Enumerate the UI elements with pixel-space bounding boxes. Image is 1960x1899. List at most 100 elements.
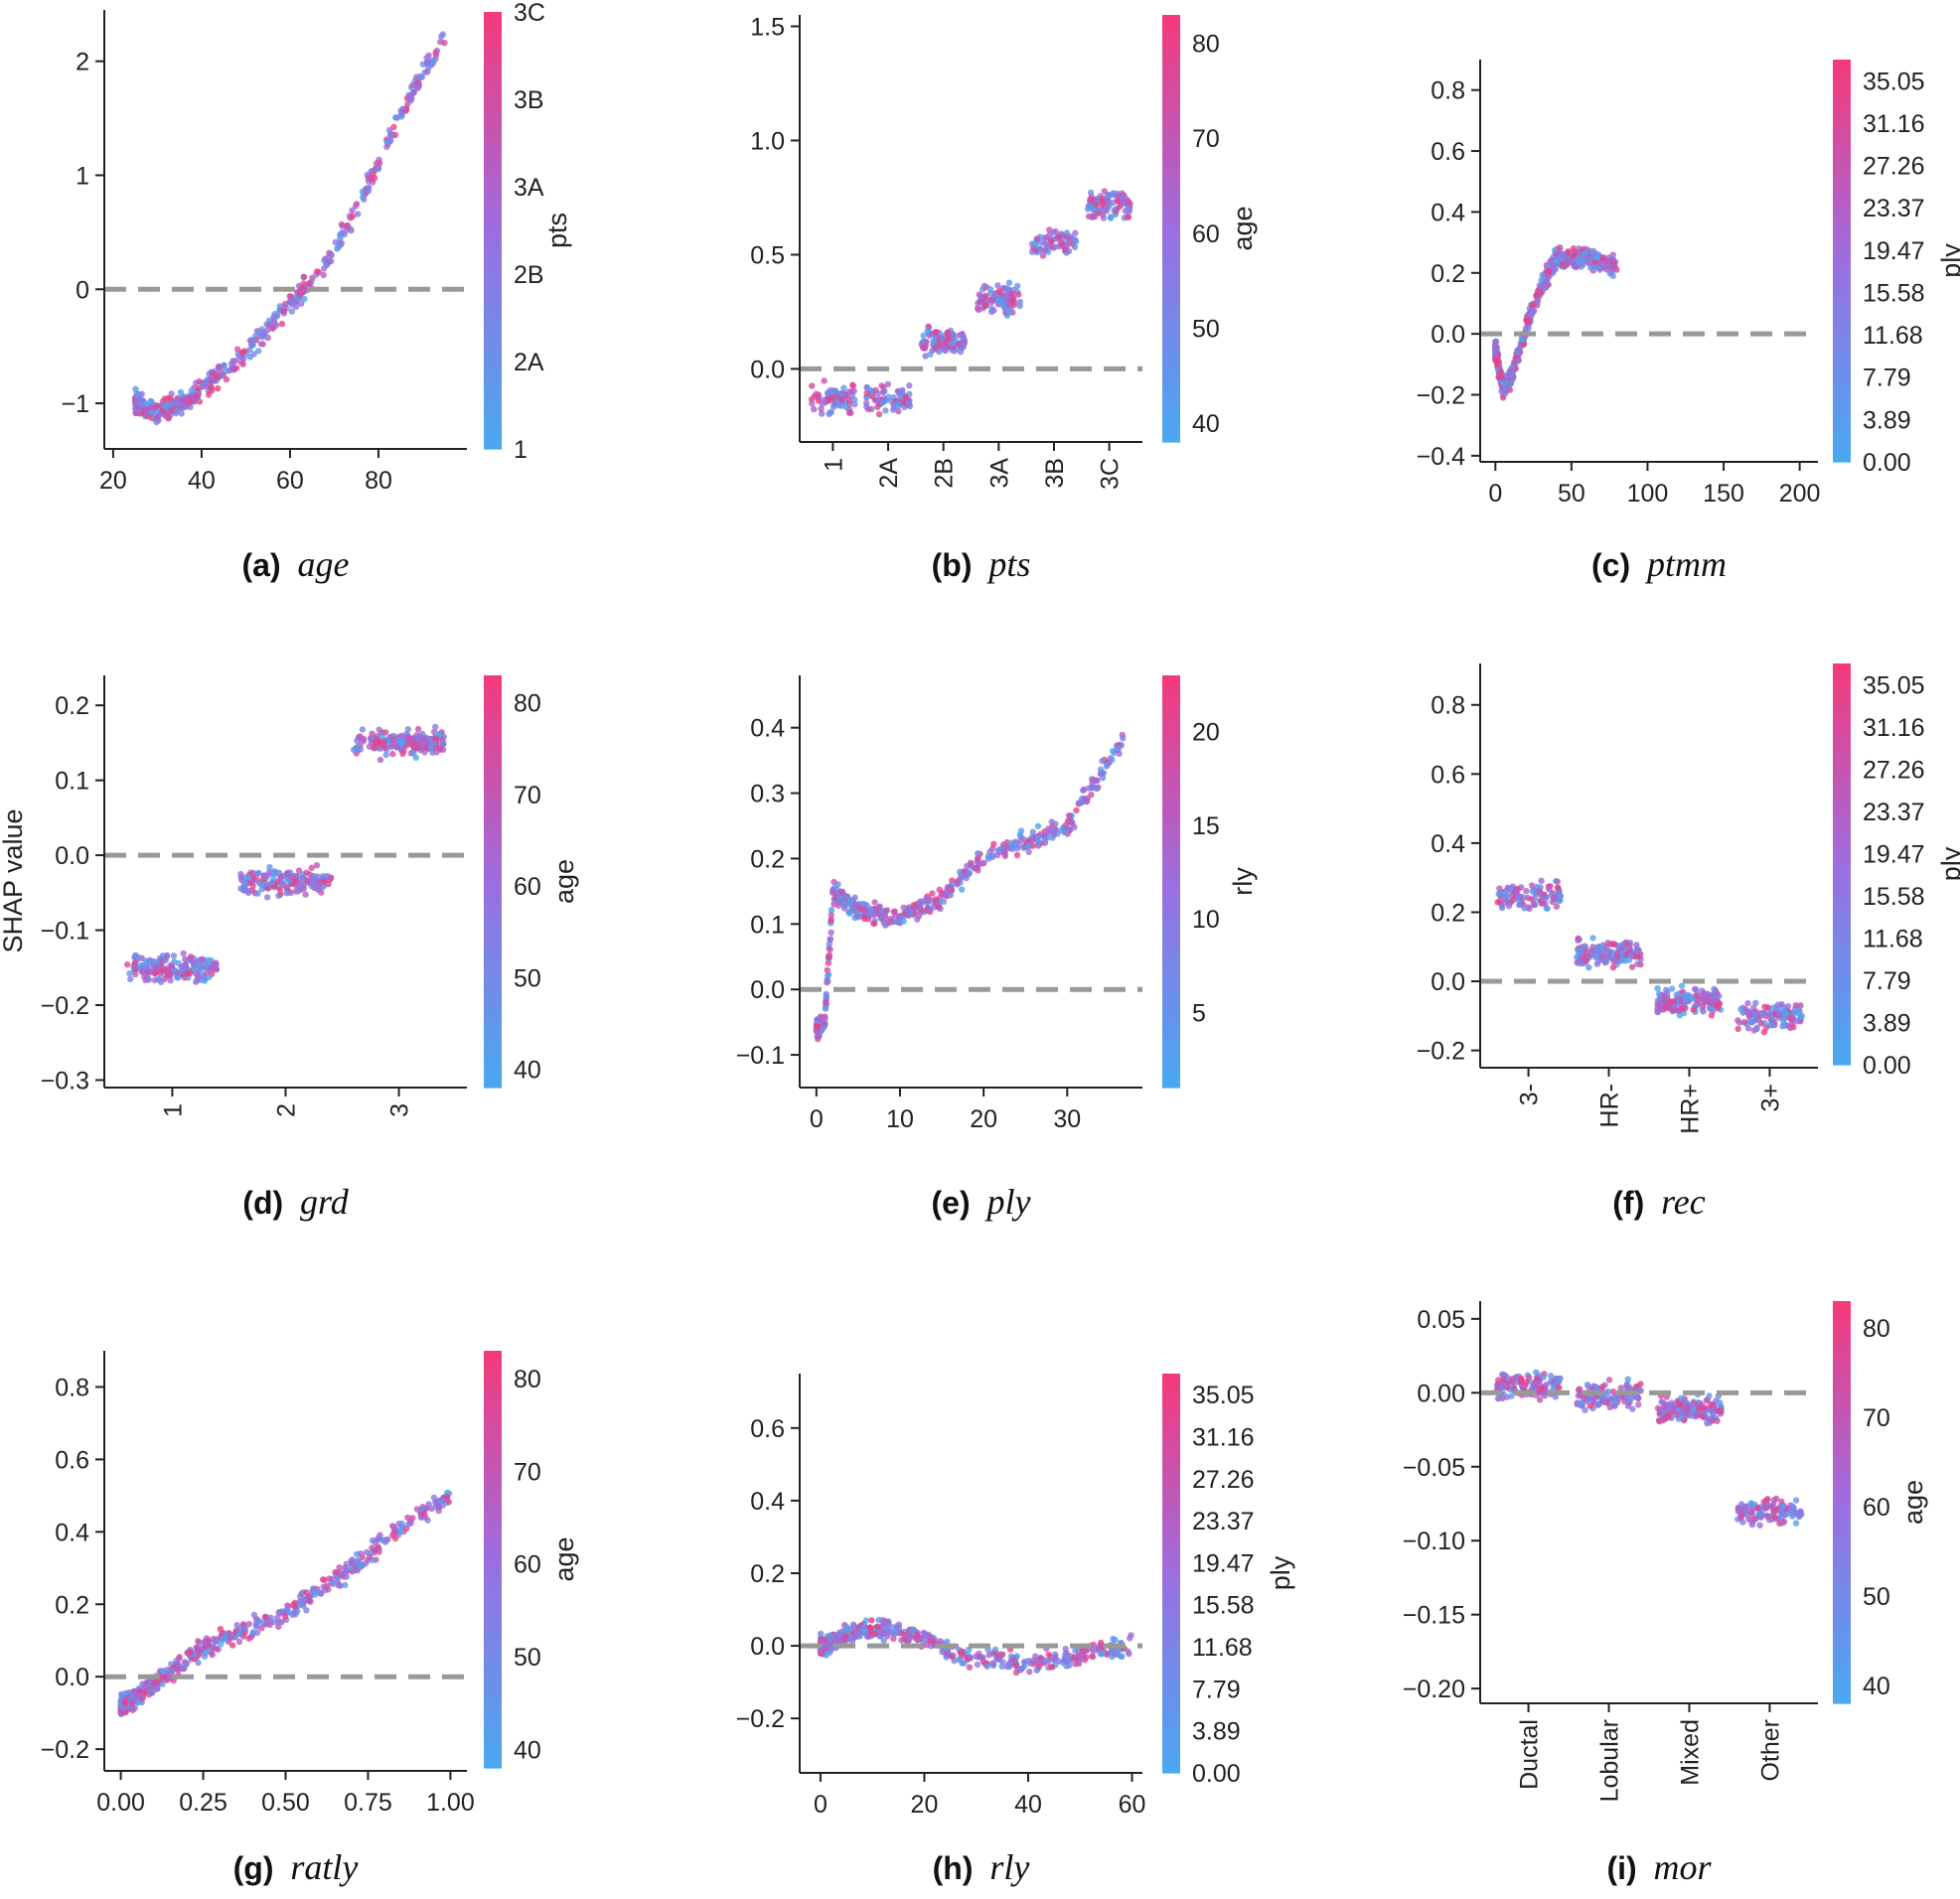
colorbar-segment <box>484 1053 502 1061</box>
point <box>905 398 912 406</box>
point <box>213 965 221 973</box>
point <box>828 916 834 923</box>
points-g <box>117 1489 453 1718</box>
point <box>1045 1651 1052 1659</box>
point <box>1515 358 1522 365</box>
colorbar-segment <box>1833 394 1851 402</box>
colorbar-segment <box>484 434 502 443</box>
point <box>168 390 175 397</box>
colorbar-segment <box>484 799 502 807</box>
point <box>1009 290 1016 298</box>
point <box>429 58 436 66</box>
colorbar-segment <box>1833 167 1851 175</box>
colorbar-segment <box>1162 943 1180 951</box>
y-tick-label: 0.3 <box>750 781 785 808</box>
colorbar-segment <box>1833 790 1851 799</box>
colorbar-segment <box>1833 280 1851 289</box>
point <box>995 288 1002 295</box>
colorbar-label: age <box>549 1536 579 1581</box>
colorbar-segment <box>1833 301 1851 309</box>
colorbar-segment <box>1162 1680 1180 1687</box>
colorbar-segment <box>484 1608 502 1616</box>
colorbar-segment <box>484 1039 502 1048</box>
colorbar-segment <box>1162 846 1180 855</box>
colorbar-segment <box>1833 803 1851 811</box>
point <box>441 40 448 47</box>
colorbar-segment <box>1162 991 1180 999</box>
point <box>252 1623 260 1630</box>
point <box>438 33 445 40</box>
colorbar-segment <box>1162 1406 1180 1414</box>
colorbar-segment <box>1162 406 1180 414</box>
colorbar-segment <box>1833 106 1851 114</box>
x-tick-label: 20 <box>970 1105 997 1133</box>
point <box>1072 1647 1079 1655</box>
colorbar-segment <box>1162 923 1180 931</box>
point <box>249 342 256 349</box>
y-tick-label: 0.4 <box>1431 199 1465 226</box>
colorbar-segment <box>1162 92 1180 101</box>
colorbar-segment <box>1833 348 1851 356</box>
colorbar-segment <box>1833 240 1851 248</box>
colorbar-segment <box>484 1427 502 1435</box>
colorbar-tick-label: 50 <box>514 964 541 992</box>
point <box>1080 786 1088 793</box>
colorbar-segment <box>1833 214 1851 221</box>
point <box>906 382 913 389</box>
colorbar-tick-label: 70 <box>1192 125 1220 153</box>
point <box>169 1668 176 1675</box>
point <box>1745 1012 1752 1019</box>
point <box>890 1635 897 1643</box>
point <box>824 976 830 983</box>
colorbar-segment <box>1833 710 1851 718</box>
colorbar-segment <box>1833 361 1851 369</box>
y-tick-label: −0.2 <box>41 992 89 1020</box>
point <box>359 188 367 196</box>
colorbar-segment <box>484 230 502 238</box>
colorbar-tick-label: 35.05 <box>1863 671 1925 699</box>
point <box>146 958 154 965</box>
colorbar-segment <box>1833 1011 1851 1019</box>
colorbar-segment <box>1162 833 1180 841</box>
caption-name: rec <box>1661 1182 1706 1222</box>
colorbar-segment <box>1833 66 1851 74</box>
caption-e: (e) ply <box>932 1182 1031 1222</box>
point <box>1007 307 1014 315</box>
point <box>1494 357 1502 365</box>
point <box>838 396 845 403</box>
colorbar-tick-label: 2A <box>514 349 544 376</box>
point <box>284 869 291 876</box>
colorbar-segment <box>484 266 502 275</box>
point <box>405 1521 412 1528</box>
point <box>894 919 902 926</box>
colorbar-segment <box>484 840 502 848</box>
colorbar-segment <box>1162 72 1180 80</box>
point <box>437 746 444 753</box>
colorbar-segment <box>484 1664 502 1672</box>
point <box>139 1680 146 1687</box>
point <box>1075 1660 1083 1668</box>
colorbar-segment <box>1833 73 1851 80</box>
point <box>914 1631 921 1639</box>
colorbar-segment <box>1162 1419 1180 1428</box>
colorbar-tick-label: 70 <box>514 782 541 809</box>
colorbar-segment <box>1162 1011 1180 1020</box>
point <box>1005 1660 1013 1668</box>
point <box>1516 901 1523 909</box>
colorbar-segment <box>1833 160 1851 168</box>
point <box>917 898 924 905</box>
point <box>1585 247 1593 254</box>
colorbar-segment <box>1162 771 1180 780</box>
colorbar-segment <box>1833 904 1851 912</box>
point <box>861 1628 869 1635</box>
colorbar-segment <box>1162 1374 1180 1382</box>
point <box>330 1580 337 1588</box>
point <box>336 1564 343 1571</box>
point <box>223 375 230 383</box>
point <box>811 405 818 413</box>
colorbar-segment <box>1162 413 1180 422</box>
point <box>1540 900 1547 907</box>
point <box>196 961 203 969</box>
